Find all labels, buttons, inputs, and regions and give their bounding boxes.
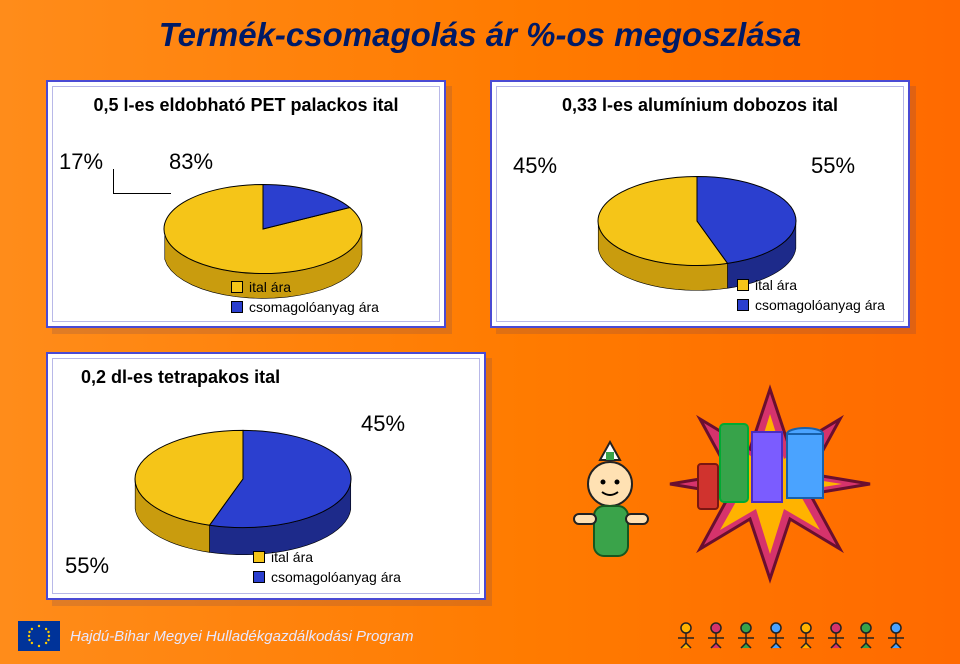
swatch-yellow-icon (737, 279, 749, 291)
chart-title-pet: 0,5 l-es eldobható PET palackos ital (63, 95, 429, 117)
legend-row: csomagolóanyag ára (253, 569, 401, 585)
chart-title-alu: 0,33 l-es alumínium dobozos ital (507, 95, 893, 117)
legend-alu: ital ára csomagolóanyag ára (737, 277, 885, 317)
legend-label: ital ára (271, 549, 313, 565)
legend-row: ital ára (253, 549, 401, 565)
leader-pet-minor-h (113, 193, 171, 194)
footer-text: Hajdú-Bihar Megyei Hulladékgazdálkodási … (70, 628, 414, 645)
legend-pet: ital ára csomagolóanyag ára (231, 279, 379, 319)
legend-label: ital ára (755, 277, 797, 293)
legend-label: csomagolóanyag ára (249, 299, 379, 315)
legend-row: csomagolóanyag ára (231, 299, 379, 315)
chart-title-tetra: 0,2 dl-es tetrapakos ital (81, 367, 469, 389)
pct-alu-right: 55% (811, 153, 855, 179)
pct-tetra-right: 45% (361, 411, 405, 437)
eu-flag-icon (18, 621, 60, 651)
pct-tetra-left: 55% (65, 553, 109, 579)
legend-label: ital ára (249, 279, 291, 295)
legend-tetra: ital ára csomagolóanyag ára (253, 549, 401, 589)
legend-row: csomagolóanyag ára (737, 297, 885, 313)
swatch-blue-icon (253, 571, 265, 583)
legend-label: csomagolóanyag ára (755, 297, 885, 313)
leader-pet-minor (113, 169, 114, 193)
legend-row: ital ára (737, 277, 885, 293)
swatch-blue-icon (231, 301, 243, 313)
swatch-blue-icon (737, 299, 749, 311)
chart-card-alu: 0,33 l-es alumínium dobozos ital 45% 55%… (490, 80, 910, 328)
page-title: Termék-csomagolás ár %-os megoszlása (0, 16, 960, 54)
legend-row: ital ára (231, 279, 379, 295)
chart-card-tetra: 0,2 dl-es tetrapakos ital 45% 55% ital á… (46, 352, 486, 600)
footer: Hajdú-Bihar Megyei Hulladékgazdálkodási … (0, 618, 960, 654)
pct-pet-major: 83% (169, 149, 213, 175)
legend-label: csomagolóanyag ára (271, 569, 401, 585)
chart-card-pet: 0,5 l-es eldobható PET palackos ital 17%… (46, 80, 446, 328)
footer-kids-doodle-icon (672, 618, 932, 654)
swatch-yellow-icon (253, 551, 265, 563)
swatch-yellow-icon (231, 281, 243, 293)
pie-tetra (123, 419, 363, 569)
pct-alu-left: 45% (513, 153, 557, 179)
pct-pet-minor: 17% (59, 149, 103, 175)
packaging-clipart (520, 364, 890, 594)
